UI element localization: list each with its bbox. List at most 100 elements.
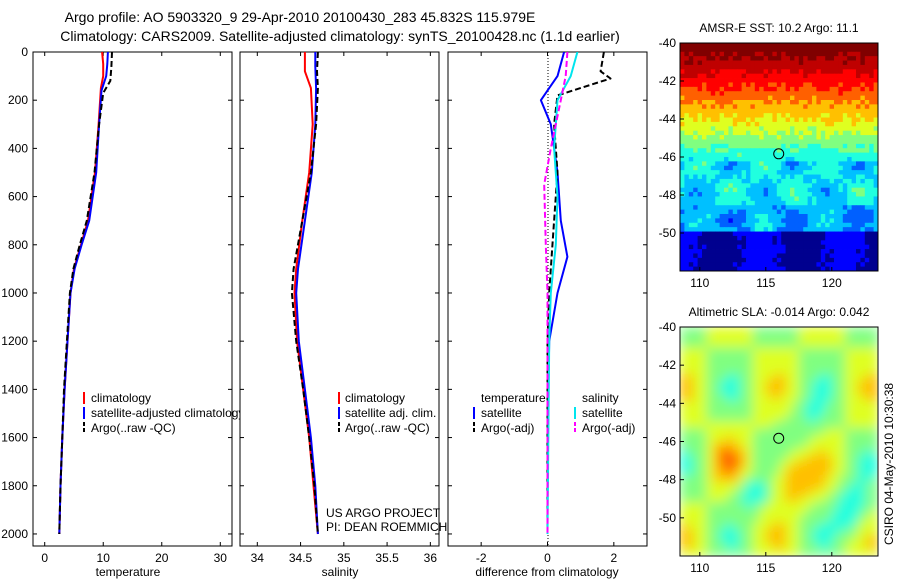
sst-cell (790, 91, 795, 97)
sst-cell (807, 143, 813, 149)
sst-cell (851, 187, 857, 193)
sla-cell (713, 434, 721, 442)
sst-cell (847, 73, 852, 79)
sla-cell (693, 380, 701, 389)
sst-cell (710, 257, 716, 263)
sst-cell (838, 95, 844, 101)
sst-cell (680, 69, 685, 75)
sla-cell (693, 448, 701, 456)
sst-cell (763, 135, 769, 140)
sst-cell (702, 227, 707, 232)
sst-cell (684, 73, 690, 79)
sst-cell (754, 95, 760, 101)
sla-cell (746, 448, 754, 456)
sla-cell (851, 475, 859, 483)
sla-cell (699, 475, 707, 483)
sla-cell (812, 340, 820, 348)
sst-cell (680, 78, 685, 83)
sst-cell (856, 117, 861, 123)
sst-cell (693, 100, 698, 105)
sst-cell (838, 165, 844, 171)
sst-cell (688, 170, 694, 175)
sst-cell (825, 227, 830, 232)
sst-cell (759, 113, 764, 118)
sla-cell (805, 421, 813, 429)
sst-cell (842, 117, 848, 123)
sst-cell (820, 86, 826, 92)
sst-cell (842, 152, 848, 158)
sst-cell (741, 95, 747, 101)
sla-cell (779, 327, 787, 335)
sst-cell (763, 126, 769, 132)
sst-cell (798, 69, 804, 75)
sla-cell (739, 353, 747, 362)
series-line-argo-raw-qc (290, 52, 319, 535)
sst-cell (746, 86, 751, 92)
sla-cell (765, 468, 773, 476)
sst-cell (790, 165, 795, 171)
sla-cell (858, 387, 866, 395)
sst-cell (688, 113, 694, 118)
sst-cell (688, 135, 694, 140)
sla-cell (831, 347, 839, 355)
sst-cell (869, 56, 874, 61)
sst-cell (820, 126, 826, 132)
sst-cell (693, 56, 698, 61)
sst-cell (684, 117, 690, 123)
sst-cell (759, 143, 764, 149)
sst-cell (754, 135, 760, 140)
sst-cell (803, 121, 808, 127)
sla-cell (759, 454, 767, 463)
difference-panel: -2 0 2 difference from climatology tempera… (447, 51, 648, 579)
sst-cell (684, 108, 690, 114)
sst-cell (728, 200, 734, 206)
sst-cell (737, 148, 742, 154)
sla-cell (785, 434, 793, 442)
sst-cell (834, 205, 839, 211)
sst-cell (781, 82, 786, 88)
sst-cell (842, 95, 848, 101)
sst-cell (759, 244, 764, 250)
sst-cell (812, 161, 817, 167)
sst-cell (702, 244, 707, 250)
sst-cell (706, 95, 712, 101)
sst-cell (834, 262, 839, 268)
sst-cell (798, 165, 804, 171)
sst-cell (803, 165, 808, 171)
sst-cell (825, 51, 830, 57)
sla-cell (713, 475, 721, 483)
sst-cell (860, 231, 866, 237)
sla-cell (798, 549, 806, 556)
sst-cell (860, 78, 866, 83)
sst-cell (715, 165, 720, 171)
sla-cell (864, 374, 872, 382)
sst-cell (680, 178, 685, 184)
sst-cell (737, 91, 742, 97)
sst-cell (776, 130, 782, 136)
sst-cell (794, 56, 800, 61)
sla-cell (719, 461, 727, 469)
sst-cell (790, 78, 795, 83)
sst-cell (869, 73, 874, 79)
sla-cell (680, 468, 688, 476)
sla-cell (693, 461, 701, 469)
sst-cell (860, 51, 866, 57)
sst-cell (719, 130, 725, 136)
sst-cell (794, 196, 800, 202)
sst-cell (697, 196, 703, 202)
sst-cell (825, 135, 830, 140)
sst-cell (732, 249, 738, 254)
sst-cell (706, 222, 712, 228)
sla-cell (739, 549, 747, 556)
sst-cell (776, 139, 782, 145)
sst-cell (732, 244, 738, 250)
sst-cell (851, 56, 857, 61)
sst-cell (860, 249, 866, 254)
sst-cell (869, 152, 874, 158)
sst-cell (697, 148, 703, 154)
sst-cell (851, 262, 857, 268)
sst-cell (812, 227, 817, 232)
sst-cell (724, 231, 729, 237)
sst-cell (688, 91, 694, 97)
sst-cell (816, 249, 822, 254)
